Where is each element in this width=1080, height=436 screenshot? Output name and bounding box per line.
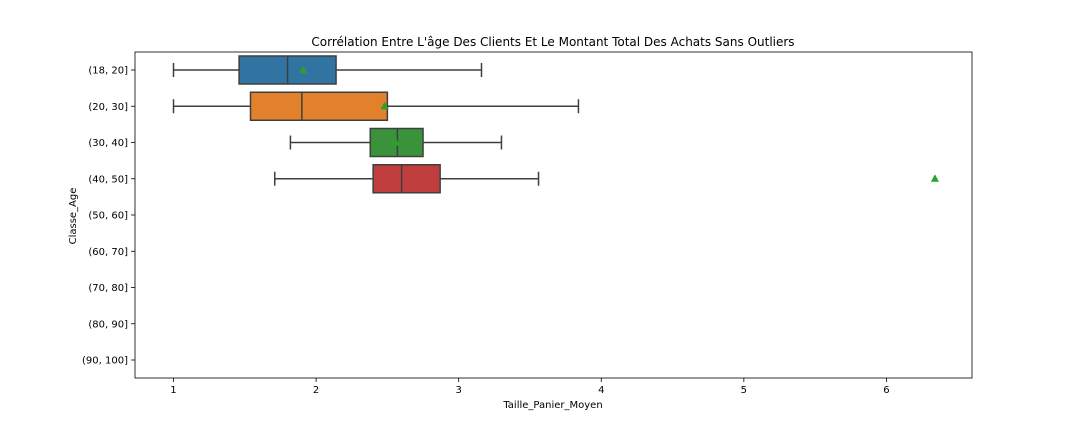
x-tick-label: 2 — [313, 385, 319, 396]
y-axis-title: Classe_Age — [68, 188, 79, 245]
y-tick-label: (50, 60] — [88, 211, 128, 222]
x-tick-label: 5 — [741, 385, 747, 396]
x-tick-label: 3 — [455, 385, 461, 396]
y-tick-label: (90, 100] — [82, 356, 128, 367]
y-tick-label: (18, 20] — [88, 66, 128, 77]
x-tick-label: 4 — [598, 385, 604, 396]
y-tick-label: (60, 70] — [88, 247, 128, 258]
y-tick-label: (20, 30] — [88, 102, 128, 113]
plot-area: 1 2 3 4 5 6 (18, 20] (20, 30] (30, 40] (40, 50] (5… — [82, 51, 973, 396]
chart-title: Corrélation Entre L'âge Des Clients Et L… — [311, 35, 794, 49]
mean-marker — [380, 101, 389, 110]
y-tick-label: (80, 90] — [88, 319, 128, 330]
y-tick-label: (30, 40] — [88, 138, 128, 149]
mean-marker — [930, 174, 939, 182]
box — [249, 91, 389, 121]
x-tick-label: 6 — [883, 385, 889, 396]
mean-marker — [391, 138, 400, 146]
box — [372, 164, 441, 194]
x-tick-label: 1 — [170, 385, 176, 396]
mean-marker — [299, 65, 308, 73]
y-tick-label: (70, 80] — [88, 283, 128, 294]
x-axis-title: Taille_Panier_Moyen — [502, 400, 602, 411]
y-tick-label: (40, 50] — [88, 174, 128, 185]
